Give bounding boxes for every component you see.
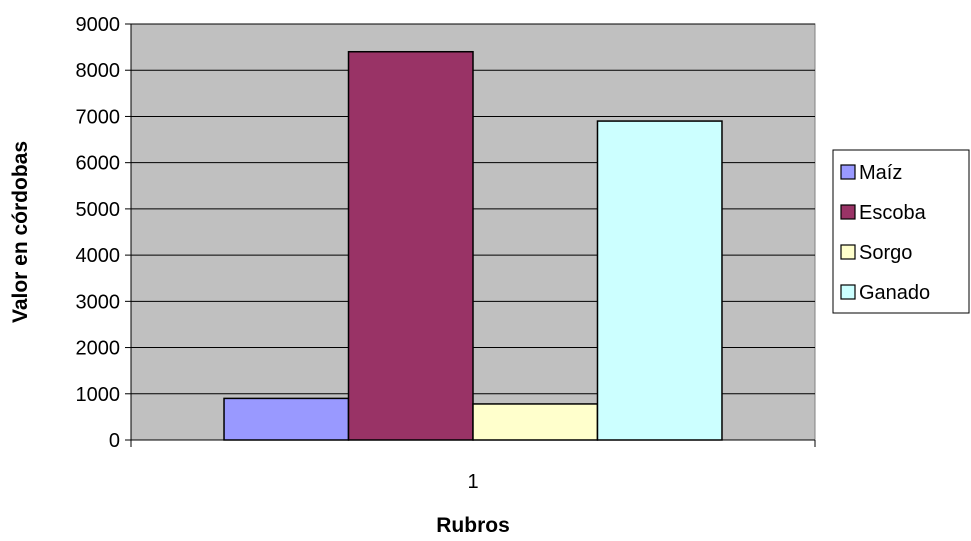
x-tick-labels: 1 xyxy=(467,471,478,493)
legend-label: Ganado xyxy=(859,282,930,304)
legend-label: Maíz xyxy=(859,162,902,184)
x-axis-title: Rubros xyxy=(436,514,510,537)
y-tick-label: 5000 xyxy=(76,199,121,221)
legend-swatch xyxy=(840,244,856,260)
y-tick-labels: 0 1000 2000 3000 4000 5000 6000 7000 8000 9000 xyxy=(76,14,121,452)
legend-label: Sorgo xyxy=(859,242,912,264)
legend-label: Escoba xyxy=(859,202,927,224)
bar-escoba xyxy=(347,50,474,441)
y-tick-label: 0 xyxy=(109,430,120,452)
axes xyxy=(125,23,816,447)
legend-swatch xyxy=(840,164,856,180)
y-tick-label: 4000 xyxy=(76,245,121,267)
legend-box xyxy=(832,149,970,314)
y-tick-label: 2000 xyxy=(76,338,121,360)
x-tick-label: 1 xyxy=(467,471,478,493)
legend-swatch xyxy=(840,284,856,300)
bar-ganado xyxy=(596,120,723,441)
bar-maiz xyxy=(223,397,350,441)
y-axis-title: Valor en córdobas xyxy=(9,141,32,323)
bar-sorgo xyxy=(472,403,599,441)
legend-swatch xyxy=(840,204,856,220)
y-tick-label: 9000 xyxy=(76,14,121,36)
y-tick-label: 1000 xyxy=(76,384,121,406)
y-tick-label: 6000 xyxy=(76,153,121,175)
y-tick-label: 8000 xyxy=(76,60,121,82)
bars xyxy=(223,50,723,441)
y-tick-label: 7000 xyxy=(76,106,121,128)
legend: Maíz Escoba Sorgo Ganado xyxy=(832,149,970,314)
y-tick-label: 3000 xyxy=(76,291,121,313)
